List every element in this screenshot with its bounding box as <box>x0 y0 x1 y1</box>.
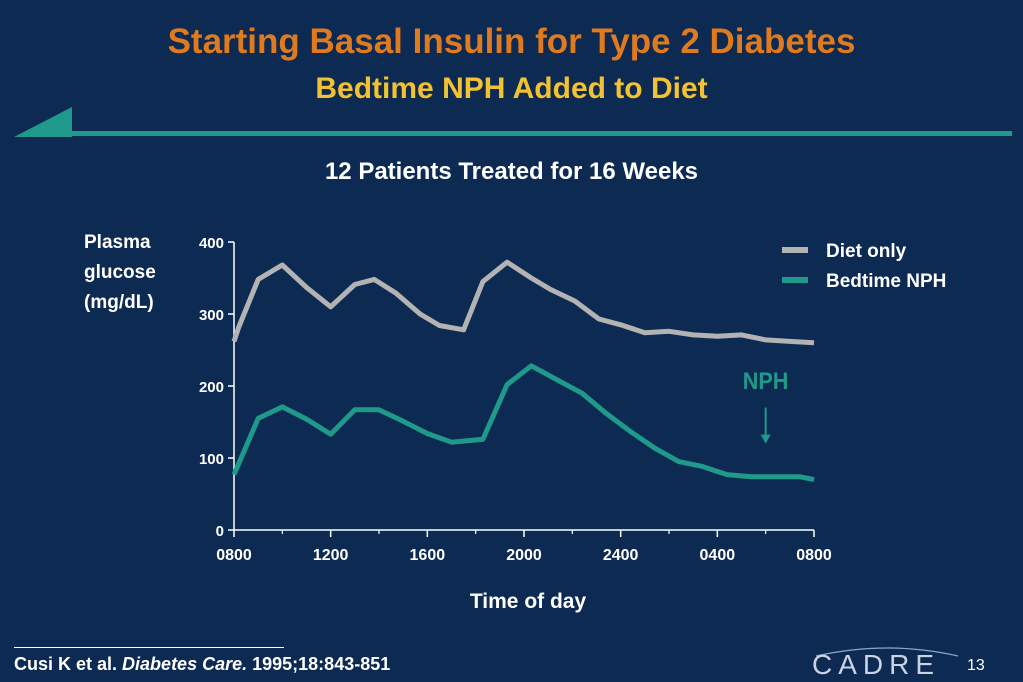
chart-series <box>231 259 815 483</box>
chart-heading: 12 Patients Treated for 16 Weeks <box>324 158 699 185</box>
logo-text: CADRE <box>812 649 940 680</box>
x-tick-label: 2000 <box>506 547 542 564</box>
chart-legend: Diet only Bedtime NPH <box>782 241 946 292</box>
x-tick-label: 1600 <box>410 547 446 564</box>
y-tick-label: 300 <box>199 307 224 324</box>
y-tick-label: 200 <box>199 379 224 396</box>
x-tick-label: 2400 <box>603 547 639 564</box>
x-axis-label: Time of day <box>470 590 587 613</box>
y-axis-label-line: (mg/dL) <box>84 292 154 313</box>
cadre-logo: CADRE <box>812 647 959 680</box>
x-tick-label: 0800 <box>796 547 832 564</box>
series-line-bedtime-nph <box>231 363 815 483</box>
nph-annotation: NPH <box>743 367 789 444</box>
chart-axes: 0 100 200 300 400 0800 1200 1600 2000 2400 0400 080… <box>199 235 832 564</box>
y-tick-label: 400 <box>199 235 224 252</box>
y-axis-label: Plasma glucose (mg/dL) <box>84 232 156 313</box>
x-tick-label: 1200 <box>313 547 349 564</box>
citation: Cusi K et al. Diabetes Care. 1995;18:843… <box>14 654 390 675</box>
citation-journal: Diabetes Care. <box>122 654 248 674</box>
legend-label: Bedtime NPH <box>826 271 946 292</box>
y-tick-label: 100 <box>199 451 224 468</box>
y-axis-label-line: glucose <box>84 262 156 283</box>
citation-authors: Cusi K et al. <box>14 654 118 674</box>
glucose-chart: Plasma glucose (mg/dL) 0 100 200 300 400 0800 12… <box>84 232 946 613</box>
citation-ref: 1995;18:843-851 <box>252 654 391 674</box>
annotation-arrow-head <box>760 434 771 444</box>
x-tick-label: 0800 <box>216 547 252 564</box>
y-axis-label-line: Plasma <box>84 232 151 253</box>
footer-divider <box>14 647 284 648</box>
annotation-label: NPH <box>743 367 789 394</box>
slide-subtitle: Bedtime NPH Added to Diet <box>315 72 708 105</box>
title-divider <box>14 107 1012 137</box>
y-tick-label: 0 <box>216 523 224 540</box>
page-number: 13 <box>967 657 985 674</box>
series-line-diet-only <box>231 259 815 346</box>
legend-label: Diet only <box>826 241 907 262</box>
slide-title: Starting Basal Insulin for Type 2 Diabet… <box>167 22 856 61</box>
x-tick-label: 0400 <box>700 547 736 564</box>
